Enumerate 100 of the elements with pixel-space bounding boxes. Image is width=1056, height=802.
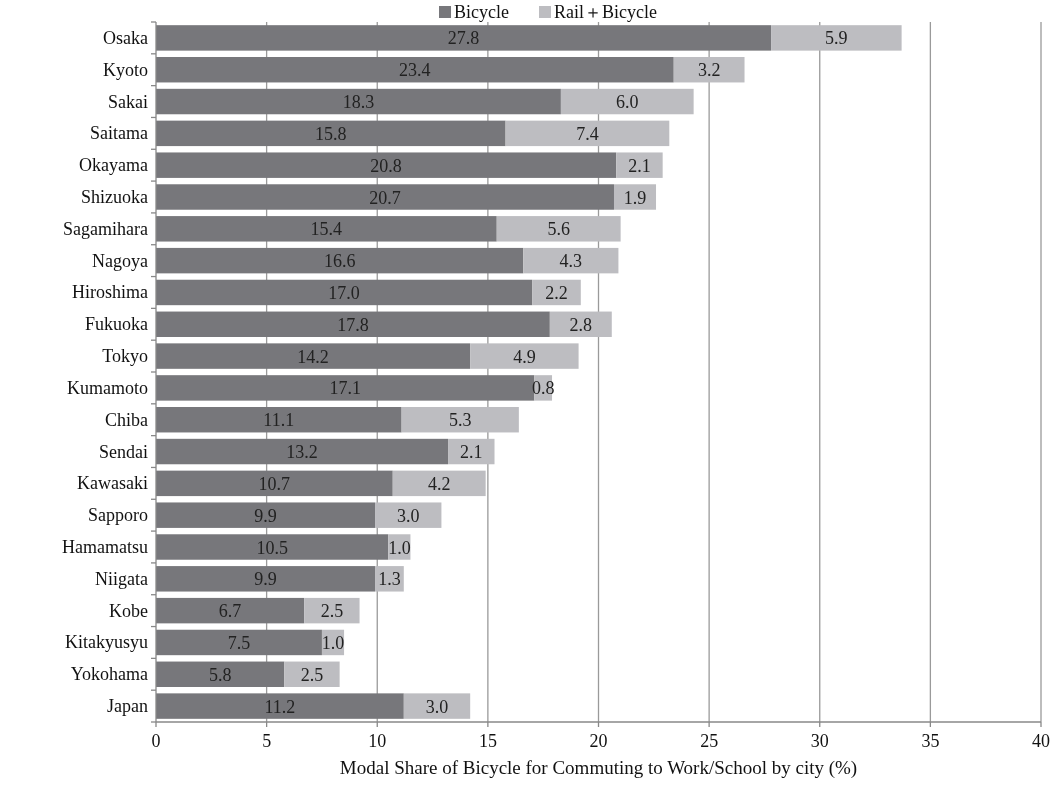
bar bbox=[156, 597, 305, 624]
y-tick-label: Hiroshima bbox=[72, 282, 148, 303]
data-label: 7.5 bbox=[227, 632, 251, 653]
bar bbox=[448, 438, 495, 465]
legend-label: Bicycle bbox=[454, 2, 509, 22]
data-label: 16.6 bbox=[323, 251, 356, 272]
data-label: 14.2 bbox=[297, 346, 329, 367]
y-tick-label: Kawasaki bbox=[77, 473, 148, 494]
bar bbox=[284, 661, 340, 687]
y-tick-label: Tokyo bbox=[102, 346, 148, 367]
data-label: 10.7 bbox=[258, 473, 291, 494]
x-tick-label: 10 bbox=[368, 731, 387, 751]
y-tick-label: Sapporo bbox=[88, 505, 148, 526]
x-tick-label: 15 bbox=[478, 731, 497, 751]
bar bbox=[673, 57, 745, 83]
bar bbox=[549, 311, 612, 337]
bar bbox=[496, 216, 621, 242]
bar bbox=[156, 120, 506, 147]
bar bbox=[156, 152, 617, 178]
data-label: 1.3 bbox=[378, 569, 401, 590]
data-label: 15.4 bbox=[310, 219, 343, 240]
data-label: 2.1 bbox=[628, 155, 651, 176]
bar bbox=[505, 120, 670, 147]
x-tick-label: 35 bbox=[921, 731, 940, 751]
bar bbox=[304, 597, 360, 624]
bar bbox=[470, 343, 579, 369]
legend-label: Rail＋Bicycle bbox=[554, 2, 657, 22]
y-tick-label: Kumamoto bbox=[67, 377, 148, 398]
bar bbox=[771, 25, 902, 51]
bar bbox=[156, 343, 471, 369]
x-tick-label: 5 bbox=[262, 731, 272, 751]
data-label: 18.3 bbox=[342, 92, 375, 113]
bar bbox=[156, 438, 449, 465]
data-label: 10.5 bbox=[256, 537, 288, 558]
x-tick-label: 20 bbox=[589, 731, 608, 751]
data-label: 3.2 bbox=[697, 60, 721, 81]
data-label: 1.0 bbox=[321, 632, 345, 653]
data-label: 17.0 bbox=[328, 282, 360, 303]
data-label: 23.4 bbox=[399, 60, 431, 81]
data-label: 0.8 bbox=[531, 378, 555, 399]
x-tick-label: 0 bbox=[151, 731, 161, 751]
data-label: 15.8 bbox=[315, 123, 347, 144]
y-tick-label: Chiba bbox=[105, 409, 149, 430]
bar bbox=[156, 216, 497, 242]
x-tick-label: 25 bbox=[700, 731, 719, 751]
data-label: 11.1 bbox=[263, 410, 295, 431]
bar bbox=[156, 57, 674, 83]
data-label: 3.0 bbox=[396, 505, 420, 526]
bar bbox=[156, 502, 376, 528]
data-label: 5.9 bbox=[825, 28, 848, 49]
bar bbox=[156, 566, 376, 592]
bar bbox=[523, 247, 619, 274]
y-tick-label: Kyoto bbox=[103, 59, 148, 80]
bar bbox=[156, 661, 285, 687]
data-label: 5.8 bbox=[208, 664, 232, 685]
bar bbox=[156, 693, 404, 719]
y-tick-label: Shizuoka bbox=[81, 187, 148, 207]
data-label: 11.2 bbox=[264, 696, 296, 717]
bar bbox=[156, 184, 614, 210]
data-label: 6.0 bbox=[616, 92, 639, 113]
bar bbox=[401, 407, 519, 433]
data-label: 20.7 bbox=[369, 187, 401, 208]
bar bbox=[613, 184, 657, 210]
data-label: 1.0 bbox=[388, 537, 411, 558]
data-label: 6.7 bbox=[218, 601, 242, 622]
data-label: 1.9 bbox=[623, 187, 647, 208]
bar bbox=[156, 470, 393, 497]
data-label: 2.5 bbox=[300, 664, 324, 685]
x-tick-label: 40 bbox=[1032, 731, 1050, 751]
y-tick-label: Sendai bbox=[99, 441, 148, 462]
data-label: 2.5 bbox=[320, 601, 344, 622]
bar bbox=[375, 502, 442, 528]
y-tick-label: Kitakyusyu bbox=[65, 632, 148, 653]
x-axis-title: Modal Share of Bicycle for Commuting to Work/School by city (%) bbox=[339, 757, 858, 779]
data-label: 27.8 bbox=[447, 28, 480, 49]
data-label: 4.2 bbox=[427, 473, 451, 494]
data-label: 9.9 bbox=[254, 569, 277, 590]
y-tick-label: Nagoya bbox=[92, 250, 148, 271]
data-label: 20.8 bbox=[370, 155, 402, 176]
y-tick-label: Yokohama bbox=[70, 664, 148, 685]
bar bbox=[156, 311, 550, 337]
bar bbox=[156, 247, 524, 274]
data-label: 2.8 bbox=[569, 314, 593, 335]
bar bbox=[156, 25, 772, 51]
data-label: 5.3 bbox=[448, 410, 472, 431]
bar bbox=[616, 152, 663, 178]
y-tick-label: Sagamihara bbox=[63, 218, 149, 239]
y-tick-label: Fukuoka bbox=[85, 314, 149, 335]
y-tick-label: Sakai bbox=[108, 91, 148, 112]
bar bbox=[156, 534, 389, 560]
data-label: 17.8 bbox=[337, 314, 369, 335]
y-tick-label: Hamamatsu bbox=[62, 537, 148, 557]
data-label: 3.0 bbox=[425, 696, 449, 717]
y-tick-label: Japan bbox=[107, 696, 148, 717]
bar bbox=[156, 407, 402, 433]
y-tick-label: Saitama bbox=[90, 123, 149, 144]
data-label: 4.9 bbox=[513, 346, 536, 367]
y-tick-label: Okayama bbox=[79, 155, 149, 176]
bar bbox=[156, 88, 561, 115]
x-tick-label: 30 bbox=[810, 731, 829, 751]
